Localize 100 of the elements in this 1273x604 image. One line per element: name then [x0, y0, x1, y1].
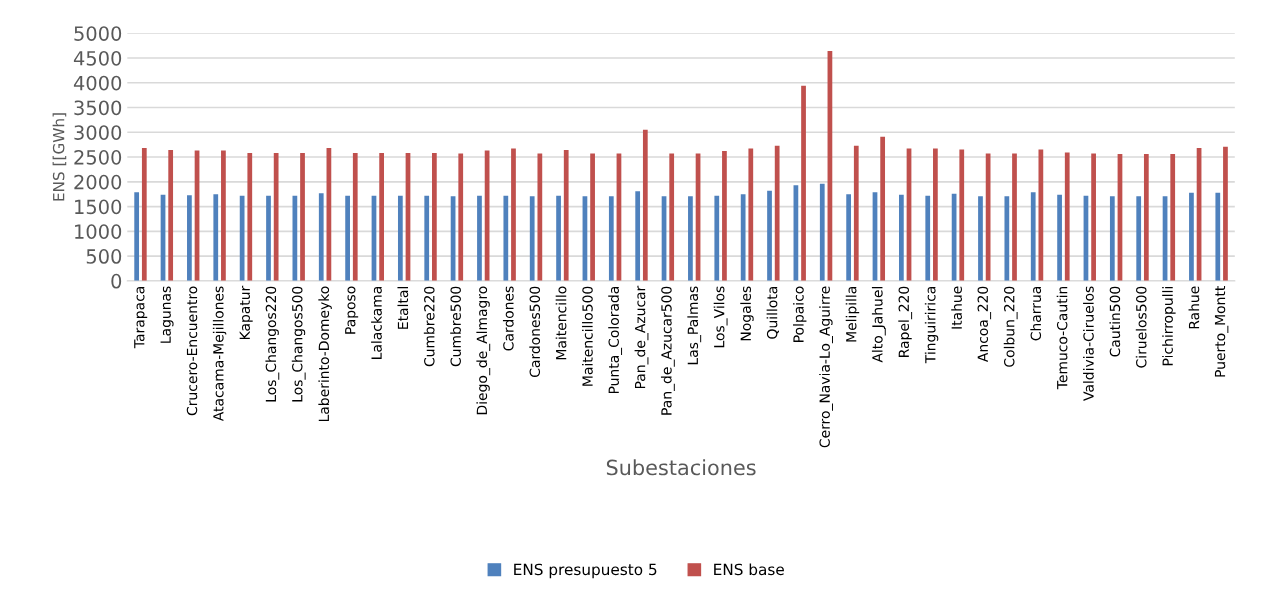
y-tick-label: 500	[86, 249, 122, 264]
bar	[563, 150, 569, 281]
x-tick-label: Rahue	[1188, 286, 1200, 329]
x-tick-label: Ciruelos500	[1135, 286, 1147, 368]
y-tick-label: 5000	[74, 26, 122, 41]
x-tick-label: Cumbre500	[450, 286, 461, 367]
bar	[1064, 152, 1070, 281]
bar	[503, 195, 509, 281]
bar	[1030, 192, 1036, 281]
x-tick-label: Charrua	[1030, 286, 1042, 341]
bar	[352, 153, 358, 281]
x-tick-label: Quillota	[766, 286, 779, 339]
bar	[722, 151, 727, 281]
x-tick-label: Laberinto-Domeyko	[318, 286, 332, 422]
bar	[424, 195, 430, 281]
bar	[1004, 196, 1010, 281]
y-tick-label: 2500	[74, 150, 122, 165]
bar	[537, 153, 543, 281]
x-tick-label: Punta_Colorada	[608, 286, 623, 394]
bar	[642, 129, 648, 281]
bar	[801, 85, 806, 281]
bar	[853, 145, 859, 281]
x-axis-title: Subestaciones	[606, 459, 756, 476]
x-tick-label: Rapel_220	[898, 286, 913, 357]
bar	[529, 196, 535, 281]
bar	[247, 153, 253, 281]
bar	[379, 153, 385, 281]
y-tick-label: 3500	[74, 100, 122, 116]
bar	[432, 153, 437, 281]
x-tick-label: Colbun_220	[1003, 286, 1018, 367]
x-tick-label: Cumbre220	[423, 286, 435, 367]
bar	[239, 195, 245, 281]
bar	[1136, 196, 1142, 281]
bar	[266, 195, 271, 281]
x-tick-label: Itahue	[951, 286, 962, 329]
x-tick-label: Puerto_Montt	[1214, 286, 1229, 377]
x-tick-label: Etaltal	[397, 287, 409, 329]
bar	[187, 195, 192, 281]
bar	[318, 193, 324, 281]
bar	[458, 153, 464, 281]
x-tick-label: Tarapaca	[134, 286, 148, 349]
y-tick-label: 1000	[75, 224, 122, 239]
x-tick-label: Lagunas	[160, 286, 174, 343]
x-tick-label: Los_Changos220	[265, 286, 280, 402]
bar	[933, 148, 938, 281]
x-tick-label: Valdivia-Ciruelos	[1083, 286, 1094, 401]
x-tick-label: Cerro_Navia-Lo_Aguirre	[819, 286, 833, 448]
x-tick-label: Kapatur	[239, 285, 253, 340]
bar	[767, 190, 772, 281]
y-tick-label: 2000	[74, 174, 122, 190]
bar	[213, 194, 219, 281]
bar	[740, 194, 746, 281]
y-axis-title: ENS [[GWh]	[52, 113, 67, 201]
bar	[345, 195, 350, 281]
bar	[1215, 192, 1221, 281]
bar	[1223, 146, 1228, 281]
y-tick-label: 3000	[74, 125, 122, 140]
bar	[748, 148, 754, 281]
legend-label: ENS presupuesto 5	[514, 563, 657, 579]
bar	[1038, 149, 1044, 281]
x-tick-label: Lalackama	[371, 286, 382, 359]
x-tick-label: Los_Changos500	[291, 286, 306, 402]
bar	[959, 149, 965, 281]
bar	[556, 195, 561, 281]
bar	[590, 153, 595, 281]
x-tick-label: Crucero-Encuentro	[186, 286, 198, 416]
bar	[774, 145, 780, 281]
x-tick-label: Cautin500	[1109, 286, 1121, 357]
bar	[1170, 154, 1176, 281]
x-tick-label: Pichirropulli	[1162, 287, 1176, 366]
bar	[1143, 154, 1149, 281]
x-tick-label: Pan_de_Azucar500	[660, 286, 675, 415]
legend-label: ENS base	[714, 563, 784, 576]
x-tick-label: Maitencillo	[555, 286, 567, 360]
y-tick-label: 4000	[73, 75, 122, 91]
x-tick-label: Melipilla	[845, 286, 860, 342]
bar	[925, 195, 931, 281]
bar	[846, 194, 852, 281]
bar	[221, 150, 226, 281]
bar	[1091, 153, 1096, 281]
bar	[273, 153, 279, 281]
bar	[134, 192, 140, 281]
bar	[899, 194, 904, 281]
x-tick-label: Las_Palmas	[687, 286, 702, 365]
x-tick-label: Atacama-Mejillones	[212, 286, 227, 422]
x-tick-label: Alto_Jahuel	[871, 287, 886, 363]
x-tick-label: Nogales	[740, 286, 754, 341]
y-tick-label: 1500	[75, 199, 122, 215]
bar	[141, 148, 147, 281]
bar	[635, 191, 641, 281]
bar	[300, 153, 305, 281]
x-tick-label: Los_Vilos	[713, 286, 728, 348]
bar	[880, 136, 886, 281]
bar	[978, 196, 983, 281]
x-tick-label: Pan_de_Azucar	[634, 285, 649, 389]
bar	[1012, 153, 1017, 281]
x-tick-label: Ancoa_220	[977, 286, 992, 363]
x-tick-label: Diego_de_Almagro	[476, 286, 491, 415]
x-tick-label: Temuco-Cautin	[1056, 286, 1068, 390]
bar	[819, 183, 825, 281]
